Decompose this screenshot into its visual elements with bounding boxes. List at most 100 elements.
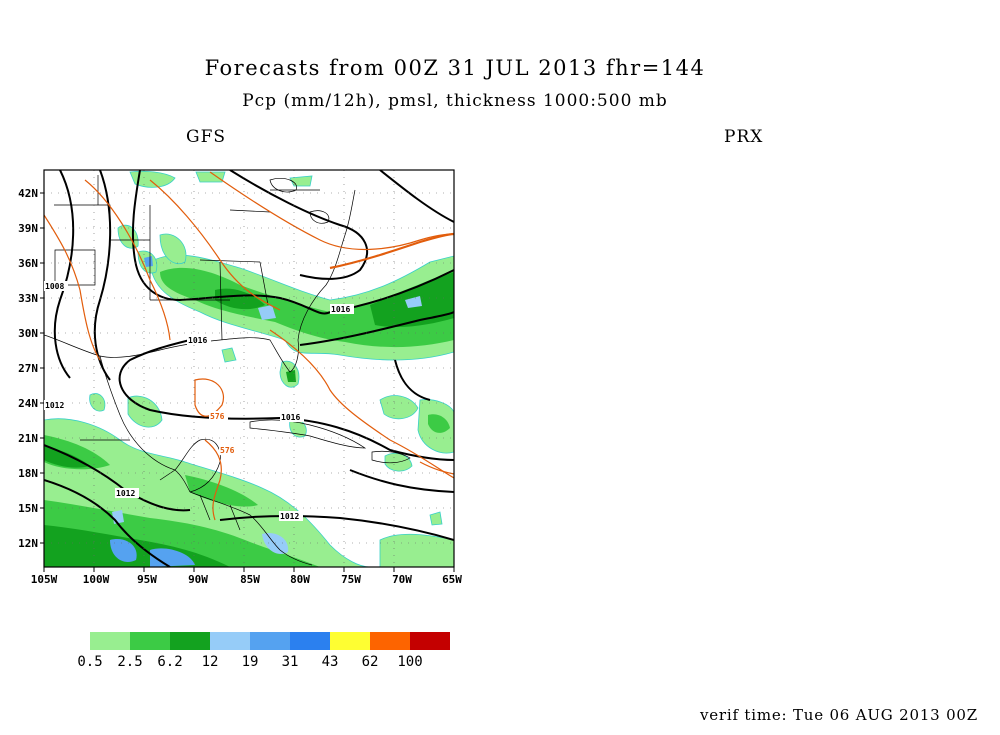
isobar-line — [394, 359, 431, 401]
precip-area — [379, 395, 419, 420]
precip-area — [262, 532, 289, 554]
legend-value: 43 — [322, 654, 339, 670]
legend-swatch — [170, 632, 210, 650]
isobar-line — [229, 170, 369, 280]
thickness-line — [329, 232, 454, 270]
thickness-labels: 576 576 — [209, 411, 238, 455]
coastlines — [44, 175, 411, 566]
legend-swatch — [410, 632, 450, 650]
isobar-line — [299, 311, 454, 346]
legend-value: 62 — [362, 654, 379, 670]
cuba — [249, 419, 367, 449]
lat-label: 18N — [18, 467, 38, 480]
thickness-contours — [44, 171, 454, 521]
legend-swatch — [330, 632, 370, 650]
legend-value: 12 — [202, 654, 219, 670]
precip-area — [144, 256, 153, 267]
legend-swatch — [290, 632, 330, 650]
lon-label: 95W — [137, 573, 157, 586]
isobar-label: 1016 — [281, 413, 300, 422]
lat-label: 36N — [18, 257, 38, 270]
precip-area — [428, 414, 450, 433]
mexico-coast — [99, 355, 221, 493]
isobar-label: 1008 — [45, 282, 64, 291]
thickness-label: 576 — [220, 446, 235, 455]
yucatan — [174, 469, 191, 493]
lon-label: 80W — [290, 573, 310, 586]
legend-value: 0.5 — [77, 654, 102, 670]
isobar-label: 1012 — [116, 489, 135, 498]
legend-swatch — [370, 632, 410, 650]
isobar-labels: 1008 1016 1016 1012 1016 1012 1012 — [44, 281, 354, 521]
thickness-line — [194, 378, 224, 417]
isobar-line — [53, 170, 75, 379]
thickness-label: 576 — [210, 412, 225, 421]
isobar-label: 1016 — [331, 305, 350, 314]
legend-value: 6.2 — [157, 654, 182, 670]
us-gulf-coast — [44, 189, 356, 373]
lat-label: 21N — [18, 432, 38, 445]
precip-area — [129, 170, 176, 188]
lon-axis — [43, 567, 455, 572]
isobar-line — [131, 170, 331, 315]
precip-area — [110, 539, 137, 562]
chart-subtitle: Pcp (mm/12h), pmsl, thickness 1000:500 m… — [242, 91, 668, 111]
isobar-line — [44, 479, 171, 567]
lon-label: 100W — [83, 573, 110, 586]
lon-label: 90W — [188, 573, 208, 586]
lat-axis — [40, 192, 44, 544]
legend-swatch — [130, 632, 170, 650]
precip-shading — [44, 170, 454, 567]
legend-value: 2.5 — [117, 654, 142, 670]
legend-value: 19 — [242, 654, 259, 670]
thickness-line — [44, 214, 101, 361]
legend-swatch — [250, 632, 290, 650]
lon-label: 65W — [442, 573, 462, 586]
lat-label: 15N — [18, 502, 38, 515]
lat-label: 33N — [18, 292, 38, 305]
station-id: PRX — [724, 127, 764, 147]
isobar-line — [93, 170, 112, 381]
model-name: GFS — [186, 127, 227, 147]
map-field — [44, 170, 454, 567]
precip-area — [221, 347, 237, 363]
legend-value: 100 — [397, 654, 422, 670]
thickness-line — [204, 439, 222, 521]
precip-area — [429, 511, 443, 526]
isobar-label: 1012 — [45, 401, 64, 410]
precip-area — [185, 475, 258, 507]
precip-area — [89, 393, 106, 412]
lon-label: 85W — [240, 573, 260, 586]
lon-label: 70W — [392, 573, 412, 586]
lat-label: 12N — [18, 537, 38, 550]
precip-area — [286, 370, 296, 382]
precip-area — [112, 510, 124, 524]
thickness-line — [209, 171, 454, 251]
legend-value: 31 — [282, 654, 299, 670]
precip-area — [379, 533, 454, 567]
great-lakes — [269, 177, 330, 224]
isobar-line — [349, 469, 454, 493]
legend-swatch — [210, 632, 250, 650]
lon-label: 75W — [341, 573, 361, 586]
precip-area — [258, 296, 422, 320]
hispaniola — [371, 450, 411, 464]
lon-labels: 105W 100W 95W 90W 85W 80W 75W 70W 65W — [31, 573, 463, 586]
lat-label: 30N — [18, 327, 38, 340]
lat-label: 27N — [18, 362, 38, 375]
central-america-coast — [189, 491, 313, 566]
precip-area — [159, 233, 187, 264]
lat-label: 24N — [18, 397, 38, 410]
precip-area — [117, 224, 139, 249]
mexico-borders — [80, 439, 241, 531]
precip-area — [215, 272, 454, 328]
lon-label: 105W — [31, 573, 58, 586]
isobar-label: 1012 — [280, 512, 299, 521]
isobar-line — [219, 514, 454, 541]
lat-label: 42N — [18, 187, 38, 200]
verif-time: verif time: Tue 06 AUG 2013 00Z — [699, 706, 978, 724]
lat-label: 39N — [18, 222, 38, 235]
precip-legend: 0.5 2.5 6.2 12 19 31 43 62 100 — [77, 632, 450, 670]
isobar-label: 1016 — [188, 336, 207, 345]
